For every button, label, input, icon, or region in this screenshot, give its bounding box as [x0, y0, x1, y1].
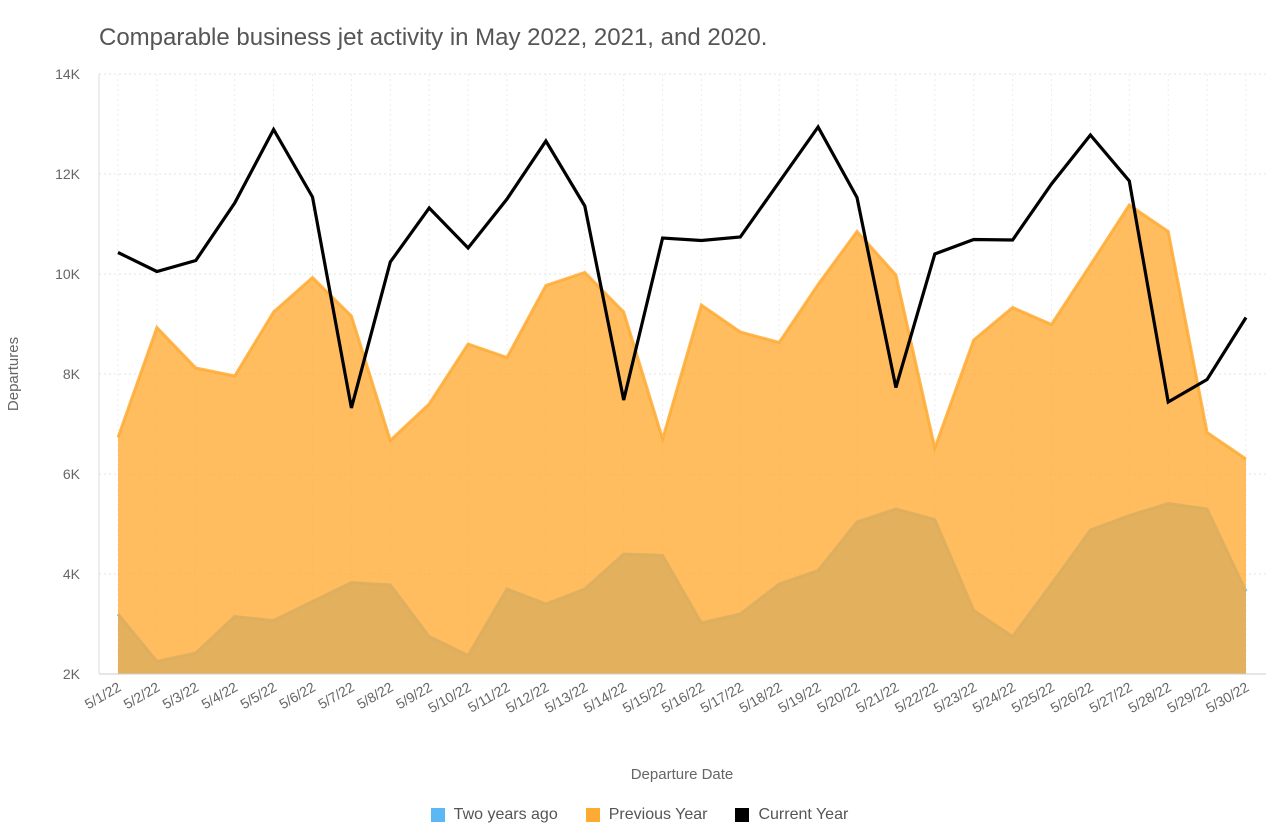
x-tick-label: 5/29/22 — [1164, 679, 1213, 716]
y-tick-labels: 2K 4K 6K 8K 10K 12K 14K — [55, 66, 81, 682]
area-previous-year — [118, 205, 1246, 674]
legend-label-current-year: Current Year — [758, 806, 849, 823]
y-tick-label: 10K — [55, 266, 81, 282]
y-tick-label: 4K — [63, 566, 81, 582]
legend-swatch-two-years-ago — [430, 808, 445, 822]
x-tick-label: 5/10/22 — [425, 679, 474, 716]
x-tick-label: 5/6/22 — [276, 679, 318, 712]
x-tick-label: 5/26/22 — [1047, 679, 1096, 716]
y-tick-label: 8K — [63, 366, 81, 382]
x-tick-labels: 5/1/225/2/225/3/225/4/225/5/225/6/225/7/… — [82, 679, 1252, 716]
line-layer — [117, 123, 1248, 409]
y-tick-label: 14K — [55, 66, 81, 82]
x-tick-label: 5/27/22 — [1086, 679, 1135, 716]
x-tick-label: 5/12/22 — [503, 679, 552, 716]
x-tick-label: 5/11/22 — [465, 679, 513, 716]
x-tick-label: 5/22/22 — [892, 679, 941, 716]
x-tick-label: 5/19/22 — [775, 679, 824, 716]
y-tick-label: 6K — [63, 466, 81, 482]
legend-item-current-year[interactable]: Current Year — [735, 806, 848, 824]
x-tick-label: 5/30/22 — [1203, 679, 1252, 716]
legend-item-two-years-ago[interactable]: Two years ago — [430, 806, 558, 824]
x-tick-label: 5/7/22 — [315, 679, 357, 712]
legend-label-two-years-ago: Two years ago — [453, 806, 558, 823]
x-tick-label: 5/20/22 — [814, 679, 863, 716]
axes-layer — [98, 74, 1266, 675]
y-axis-label: Departures — [5, 337, 22, 411]
line-current-year — [117, 123, 1248, 409]
x-tick-label: 5/5/22 — [237, 679, 279, 712]
x-tick-label: 5/17/22 — [697, 679, 746, 716]
x-tick-label: 5/16/22 — [658, 679, 707, 716]
y-tick-label: 2K — [63, 666, 81, 682]
x-tick-label: 5/23/22 — [931, 679, 980, 716]
x-tick-label: 5/18/22 — [736, 679, 785, 716]
y-tick-label: 12K — [55, 166, 81, 182]
x-tick-label: 5/13/22 — [542, 679, 591, 716]
area-edge-previous-year — [116, 202, 1247, 461]
legend: Two years ago Previous Year Current Year — [0, 806, 1279, 824]
legend-label-previous-year: Previous Year — [608, 806, 708, 823]
area-layer — [116, 202, 1248, 674]
x-tick-label: 5/1/22 — [82, 679, 124, 712]
chart-title: Comparable business jet activity in May … — [99, 24, 768, 51]
x-tick-label: 5/28/22 — [1125, 679, 1174, 716]
x-tick-label: 5/8/22 — [354, 679, 396, 712]
x-tick-label: 5/21/22 — [853, 679, 902, 716]
x-tick-label: 5/25/22 — [1009, 679, 1058, 716]
legend-swatch-current-year — [735, 808, 750, 822]
x-tick-label: 5/2/22 — [121, 679, 163, 712]
x-tick-label: 5/3/22 — [160, 679, 202, 712]
legend-item-previous-year[interactable]: Previous Year — [585, 806, 708, 824]
x-tick-label: 5/14/22 — [581, 679, 630, 716]
x-tick-label: 5/15/22 — [620, 679, 669, 716]
x-axis-label: Departure Date — [631, 766, 734, 783]
x-tick-label: 5/24/22 — [970, 679, 1019, 716]
legend-swatch-previous-year — [585, 808, 600, 822]
x-tick-label: 5/4/22 — [198, 679, 240, 712]
